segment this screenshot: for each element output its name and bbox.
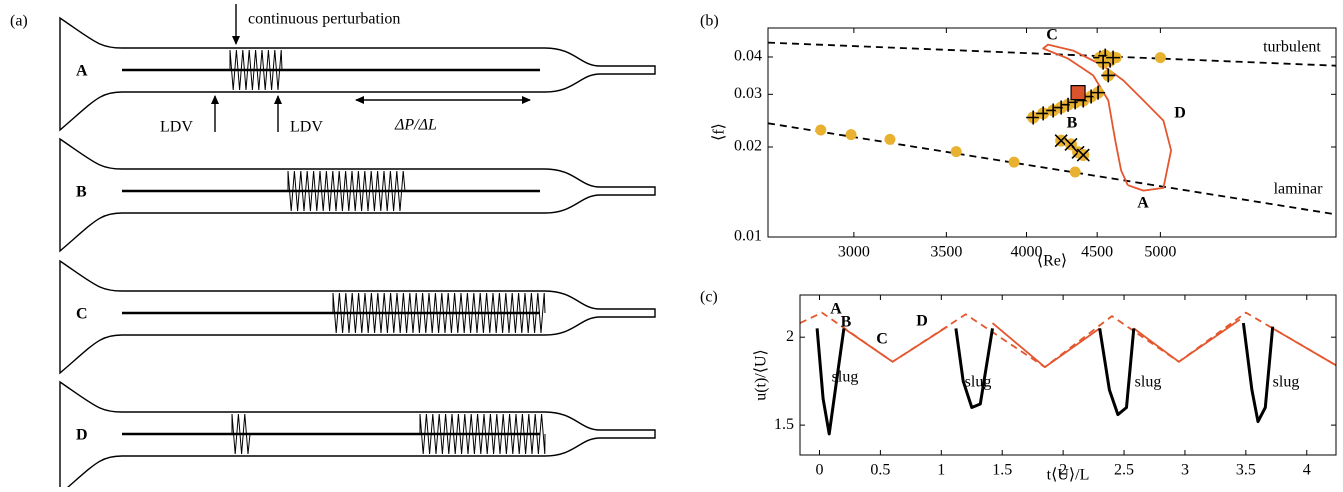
coil: [332, 292, 546, 334]
coil: [287, 170, 406, 212]
pipe-label: A: [76, 63, 88, 80]
x-tick-label: 4000: [1010, 244, 1042, 261]
pipe-diagram: (a) continuous perturbation LDV LDV ΔP/Δ…: [10, 4, 656, 492]
perturbation-label: continuous perturbation: [248, 11, 400, 28]
y-tick-label: 0.03: [734, 85, 762, 102]
pipe-label: D: [76, 427, 88, 444]
y-tick-label: 2: [786, 328, 794, 345]
x-tick-label: 0: [815, 462, 823, 479]
coil: [229, 49, 283, 91]
pipe-label: C: [76, 306, 88, 323]
marker: [884, 133, 896, 145]
annotation: C: [876, 331, 888, 348]
x-axis-label: t⟨U⟩/L: [1047, 467, 1090, 484]
annotation: C: [1046, 27, 1058, 44]
marker: [1070, 85, 1086, 101]
marker: [815, 124, 827, 136]
pipe-wall: [59, 259, 656, 375]
ldv-label: LDV: [160, 119, 193, 136]
panel-label: (b): [700, 13, 719, 30]
y-tick-label: 0.02: [734, 138, 762, 155]
x-tick-label: 1: [937, 462, 945, 479]
y-tick-label: 1.5: [774, 416, 794, 433]
pipe-wall: [59, 16, 656, 132]
x-tick-label: 3000: [838, 244, 870, 261]
x-tick-label: 3500: [930, 244, 962, 261]
annotation: slug: [965, 374, 992, 391]
marker: [1076, 148, 1090, 162]
x-tick-label: 2.5: [1114, 462, 1134, 479]
marker: [1008, 156, 1020, 168]
y-axis-label: u(t)/⟨U⟩: [753, 349, 770, 401]
marker: [1091, 85, 1106, 100]
x-axis-label: ⟨Re⟩: [1037, 253, 1067, 270]
marker: [1069, 166, 1081, 178]
data-line: [1042, 43, 1172, 192]
annotation: B: [841, 314, 852, 331]
pipe-wall: [59, 380, 656, 492]
axes-frame: [799, 294, 1337, 456]
x-tick-label: 4: [1303, 462, 1311, 479]
pipe-label: B: [76, 184, 87, 201]
annotation: slug: [1135, 374, 1162, 391]
marker: [1026, 110, 1041, 125]
x-tick-label: 1.5: [992, 462, 1012, 479]
annotation: slug: [832, 369, 859, 386]
annotation: D: [916, 313, 928, 330]
coil: [419, 413, 546, 455]
x-tick-label: 5000: [1144, 244, 1176, 261]
marker-glyph: [1036, 106, 1051, 121]
pressure-label: ΔP/ΔL: [394, 117, 437, 134]
marker-glyph: [1096, 55, 1111, 70]
y-tick-label: 0.04: [734, 48, 762, 65]
marker: [1096, 55, 1111, 70]
marker: [950, 146, 962, 158]
plot-area: [768, 41, 1336, 216]
panel-label: (a): [10, 13, 28, 30]
coil: [231, 413, 251, 455]
annotation: A: [1137, 195, 1149, 212]
marker: [845, 129, 857, 141]
annotation: slug: [1273, 374, 1300, 391]
annotation: turbulent: [1263, 39, 1321, 56]
marker-glyph: [1026, 110, 1041, 125]
ldv-label: LDV: [290, 119, 323, 136]
marker-glyph: [1101, 68, 1116, 83]
annotation: B: [1067, 115, 1078, 132]
annotation: laminar: [1274, 181, 1324, 198]
marker-glyph: [1106, 50, 1121, 65]
marker: [1154, 52, 1166, 64]
x-tick-label: 2: [1059, 462, 1067, 479]
data-line: [815, 322, 1275, 436]
data-line: [768, 41, 1336, 67]
annotation: A: [830, 301, 842, 318]
x-tick-label: 3.5: [1236, 462, 1256, 479]
axes-frame: [767, 27, 1337, 238]
x-tick-label: 0.5: [870, 462, 890, 479]
x-tick-label: 4500: [1081, 244, 1113, 261]
marker-glyph: [1091, 85, 1106, 100]
y-tick-label: 0.01: [734, 228, 762, 245]
y-axis-label: ⟨f⟩: [711, 123, 728, 141]
marker: [1101, 68, 1116, 83]
marker-glyph: [1076, 148, 1090, 162]
marker: [1106, 50, 1121, 65]
plot-area: [800, 311, 1336, 436]
pipe-wall: [59, 137, 656, 253]
x-tick-label: 3: [1181, 462, 1189, 479]
panel-label: (c): [700, 289, 718, 306]
data-line: [843, 318, 1336, 368]
annotation: D: [1174, 105, 1186, 122]
